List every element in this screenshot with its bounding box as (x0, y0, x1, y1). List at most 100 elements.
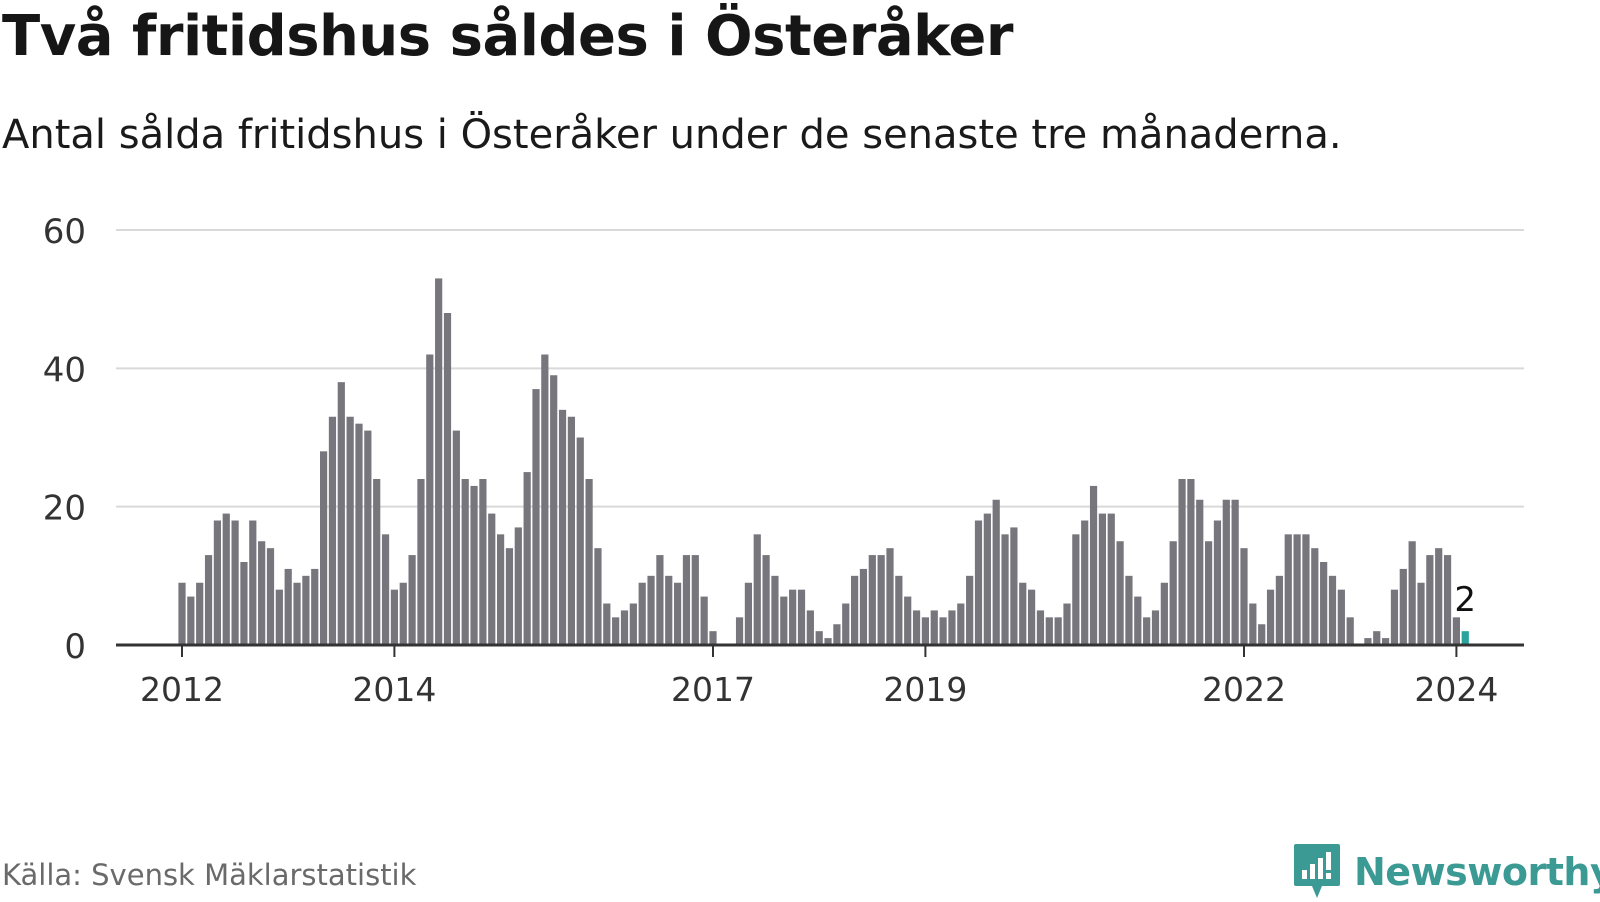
bar (408, 555, 416, 645)
bar (868, 555, 876, 645)
bar (390, 589, 398, 645)
bar (178, 582, 186, 645)
bar (674, 582, 682, 645)
bar (1302, 534, 1310, 645)
bar (735, 617, 744, 645)
bar (249, 520, 257, 645)
bar (1240, 548, 1248, 645)
bar (1320, 562, 1328, 645)
bar (1196, 499, 1204, 645)
bar (629, 603, 637, 645)
bar (1143, 617, 1151, 645)
bar (426, 354, 434, 645)
bar (1116, 541, 1124, 645)
bar (895, 575, 903, 645)
bar (399, 582, 407, 645)
bar (1107, 513, 1115, 645)
bar (1364, 638, 1372, 645)
bar (311, 568, 319, 645)
bar (355, 423, 363, 645)
bar (585, 479, 593, 645)
bar (523, 472, 531, 645)
bar (240, 562, 248, 645)
bar (435, 278, 443, 645)
bar (1213, 520, 1222, 645)
x-axis-tick-labels: 2012 2014 2017 2019 2022 2024 (140, 645, 1498, 709)
bar (1081, 520, 1089, 645)
bar (762, 555, 770, 645)
bar (1063, 603, 1071, 645)
bar (921, 617, 929, 645)
bar (1417, 582, 1425, 645)
bar (1337, 589, 1345, 645)
bar (1266, 589, 1275, 645)
bar (620, 610, 629, 645)
bar (443, 313, 452, 645)
bar (488, 513, 496, 645)
bar (744, 582, 752, 645)
bar (514, 527, 522, 645)
bar (1178, 479, 1186, 645)
bar (576, 437, 584, 645)
bar (266, 548, 275, 645)
bar (337, 382, 345, 645)
bar (948, 610, 956, 645)
bar (532, 389, 540, 645)
bar (780, 596, 788, 645)
bar (753, 534, 761, 645)
bar (505, 548, 514, 645)
bar (1373, 631, 1381, 645)
bar (691, 555, 699, 645)
bar (612, 617, 620, 645)
bar (700, 596, 708, 645)
bar (222, 513, 230, 645)
bar (452, 430, 460, 645)
bar (1258, 624, 1266, 645)
bar (550, 375, 558, 645)
bar (1019, 582, 1027, 645)
bar (346, 416, 354, 645)
bar (1045, 617, 1053, 645)
bar (1134, 596, 1142, 645)
bar (1435, 548, 1443, 645)
chart-subtitle: Antal sålda fritidshus i Österåker under… (2, 112, 1342, 158)
brand-logo: Newsworthy (1292, 842, 1600, 902)
bar (328, 416, 337, 645)
bar (912, 610, 921, 645)
bar (1408, 541, 1416, 645)
bar (1443, 555, 1452, 645)
bar (1098, 513, 1106, 645)
bar (1089, 485, 1098, 645)
bar (293, 582, 301, 645)
bar (1187, 479, 1195, 645)
bar (1284, 534, 1292, 645)
bar (1311, 548, 1319, 645)
bar (886, 548, 894, 645)
bar (815, 631, 823, 645)
bar (1169, 541, 1177, 645)
newsworthy-logo-icon (1294, 844, 1340, 898)
x-tick-label: 2017 (671, 670, 755, 709)
bar (1010, 527, 1018, 645)
bar (833, 624, 841, 645)
highlight-value-label: 2 (1454, 580, 1476, 620)
chart-title: Två fritidshus såldes i Österåker (2, 4, 1013, 69)
bar (665, 575, 673, 645)
bar (1028, 589, 1036, 645)
x-tick-label: 2019 (883, 670, 967, 709)
bar (771, 575, 779, 645)
bar (204, 555, 213, 645)
bar (275, 589, 283, 645)
bar (258, 541, 266, 645)
bar (1072, 534, 1080, 645)
bar (983, 513, 991, 645)
bar (470, 485, 478, 645)
bar (364, 430, 372, 645)
source-note: Källa: Svensk Mäklarstatistik (2, 858, 417, 892)
bar (497, 534, 505, 645)
bar (877, 555, 885, 645)
bar (1001, 534, 1009, 645)
bar (789, 589, 797, 645)
y-tick-label: 0 (64, 627, 86, 667)
bar (461, 479, 469, 645)
